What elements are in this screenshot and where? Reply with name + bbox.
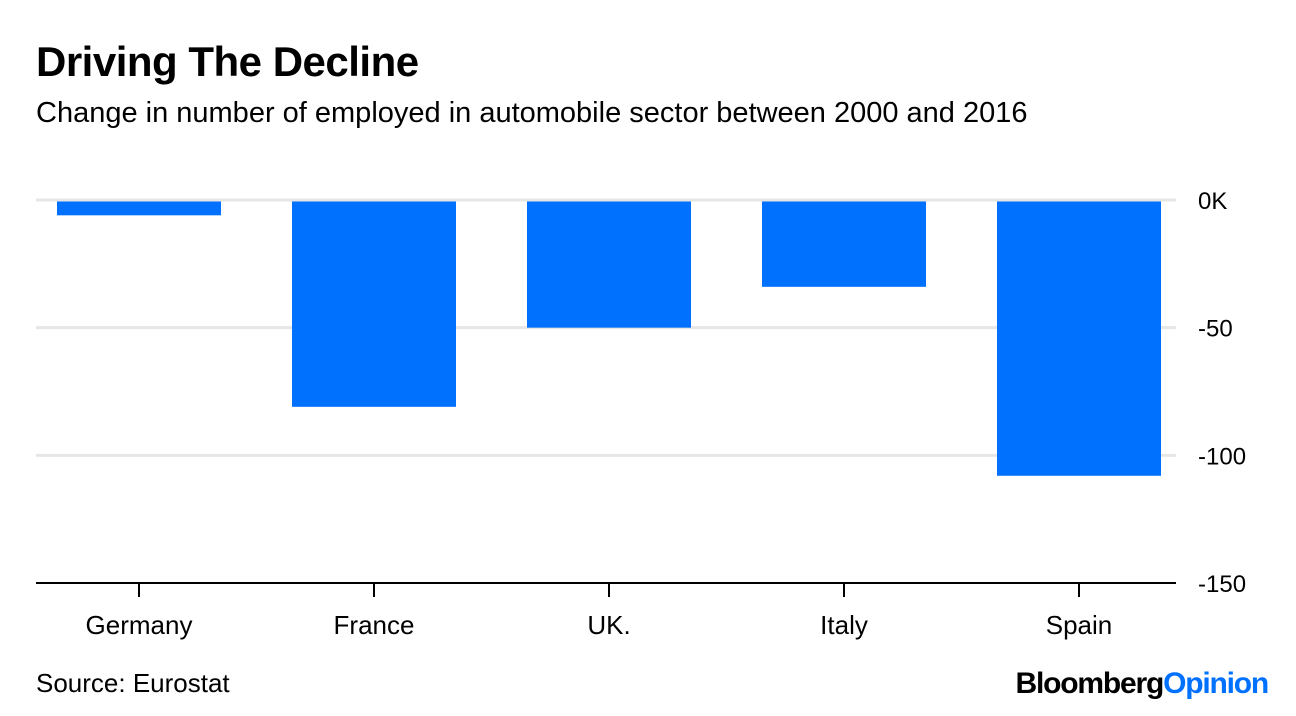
bar-france [292,200,456,407]
x-tick-label: France [334,610,415,640]
chart-subtitle: Change in number of employed in automobi… [36,97,1028,129]
x-tick-label: UK. [587,610,630,640]
y-tick-label: -100 [1198,443,1246,470]
x-tick-label: Germany [86,610,193,640]
y-tick-label: -150 [1198,571,1246,598]
bar-spain [997,200,1161,476]
logo-bloomberg: Bloomberg [1015,667,1165,700]
y-tick-label: 0K [1198,188,1227,215]
logo-opinion: Opinion [1163,667,1269,700]
chart-title: Driving The Decline [36,38,419,85]
bar-italy [762,200,926,287]
source-note: Source: Eurostat [36,668,230,698]
y-tick-label: -50 [1198,316,1233,343]
bar-uk [527,200,691,328]
bloomberg-opinion-logo: BloombergOpinion [1015,667,1270,701]
x-tick-label: Italy [820,610,868,640]
x-tick-label: Spain [1046,610,1113,640]
bar-germany [57,200,221,216]
